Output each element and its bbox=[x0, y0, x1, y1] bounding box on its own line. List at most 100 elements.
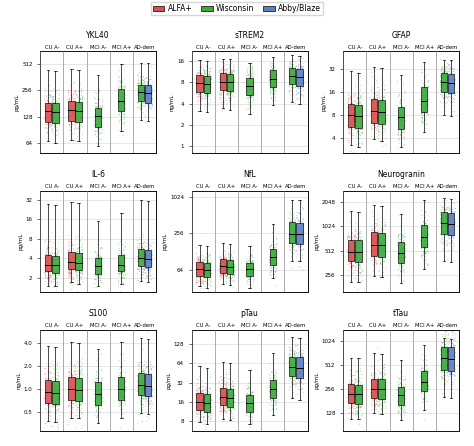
Point bbox=[421, 376, 428, 383]
Point bbox=[144, 394, 152, 401]
Point bbox=[401, 120, 408, 128]
Point bbox=[400, 106, 408, 113]
Point bbox=[138, 249, 146, 256]
Point bbox=[141, 364, 148, 371]
Point bbox=[292, 351, 299, 358]
Point bbox=[71, 382, 79, 389]
Point bbox=[440, 89, 447, 96]
Point bbox=[198, 256, 205, 263]
Point bbox=[196, 387, 203, 394]
Point bbox=[139, 91, 146, 98]
Point bbox=[43, 397, 51, 405]
Point bbox=[203, 260, 211, 267]
Point bbox=[207, 72, 214, 79]
Point bbox=[357, 115, 365, 122]
Point bbox=[289, 73, 297, 80]
Point bbox=[226, 276, 234, 283]
Point bbox=[54, 398, 62, 405]
Point bbox=[300, 78, 307, 86]
Point bbox=[76, 115, 84, 122]
Point bbox=[226, 403, 234, 410]
Point bbox=[220, 268, 228, 275]
Point bbox=[349, 103, 356, 110]
Point bbox=[286, 240, 293, 247]
Point bbox=[356, 86, 364, 93]
Point bbox=[73, 108, 81, 116]
Point bbox=[142, 91, 149, 98]
Point bbox=[198, 391, 206, 398]
Point bbox=[193, 78, 201, 85]
Point bbox=[98, 95, 105, 102]
Point bbox=[223, 70, 230, 78]
Point bbox=[98, 367, 105, 374]
Point bbox=[349, 238, 357, 245]
Point bbox=[228, 405, 236, 412]
Point bbox=[437, 351, 445, 358]
Point bbox=[351, 407, 359, 414]
Point bbox=[351, 405, 359, 412]
Point bbox=[245, 275, 253, 282]
Point bbox=[140, 258, 148, 265]
Point bbox=[217, 91, 225, 98]
Point bbox=[133, 84, 141, 91]
Point bbox=[69, 258, 77, 265]
Point bbox=[438, 339, 445, 346]
Point bbox=[266, 253, 273, 260]
Point bbox=[243, 267, 250, 274]
Point bbox=[95, 259, 103, 266]
Point bbox=[266, 389, 273, 396]
Point bbox=[351, 98, 359, 105]
Point bbox=[65, 418, 73, 425]
Point bbox=[139, 346, 147, 353]
Point bbox=[140, 385, 147, 392]
Point bbox=[442, 331, 450, 338]
Point bbox=[73, 248, 81, 255]
Point bbox=[245, 82, 253, 89]
Point bbox=[369, 102, 377, 109]
Point bbox=[146, 372, 153, 379]
Point bbox=[292, 349, 300, 356]
Point bbox=[444, 225, 451, 232]
Point bbox=[369, 110, 376, 117]
Point bbox=[295, 377, 303, 384]
Point bbox=[45, 104, 53, 111]
Point bbox=[379, 111, 387, 118]
Point bbox=[68, 103, 76, 111]
Point bbox=[356, 248, 364, 255]
Point bbox=[422, 232, 430, 239]
Point bbox=[419, 390, 427, 397]
Point bbox=[197, 90, 205, 97]
Point bbox=[117, 97, 125, 104]
Point bbox=[442, 340, 449, 347]
Point bbox=[369, 372, 376, 379]
Point bbox=[68, 263, 76, 270]
Point bbox=[396, 244, 403, 251]
Point bbox=[137, 90, 145, 97]
Point bbox=[41, 113, 49, 120]
Point bbox=[65, 372, 73, 379]
Point bbox=[268, 392, 275, 400]
Point bbox=[229, 267, 237, 274]
Point bbox=[370, 234, 378, 241]
Point bbox=[420, 387, 428, 394]
Point bbox=[292, 367, 299, 374]
Point bbox=[143, 246, 150, 253]
Point bbox=[147, 95, 155, 102]
Point bbox=[148, 91, 155, 99]
Point bbox=[140, 80, 147, 87]
Point bbox=[288, 371, 296, 378]
Point bbox=[66, 367, 74, 374]
Point bbox=[220, 387, 228, 394]
Point bbox=[249, 265, 257, 272]
Point bbox=[45, 264, 52, 271]
Point bbox=[116, 97, 124, 104]
Point bbox=[97, 256, 105, 263]
Point bbox=[273, 70, 280, 78]
Point bbox=[221, 256, 228, 263]
Point bbox=[351, 219, 359, 226]
Point bbox=[206, 83, 214, 90]
Point bbox=[371, 385, 379, 392]
Point bbox=[45, 253, 52, 260]
Point bbox=[292, 238, 300, 245]
Point bbox=[347, 400, 355, 407]
